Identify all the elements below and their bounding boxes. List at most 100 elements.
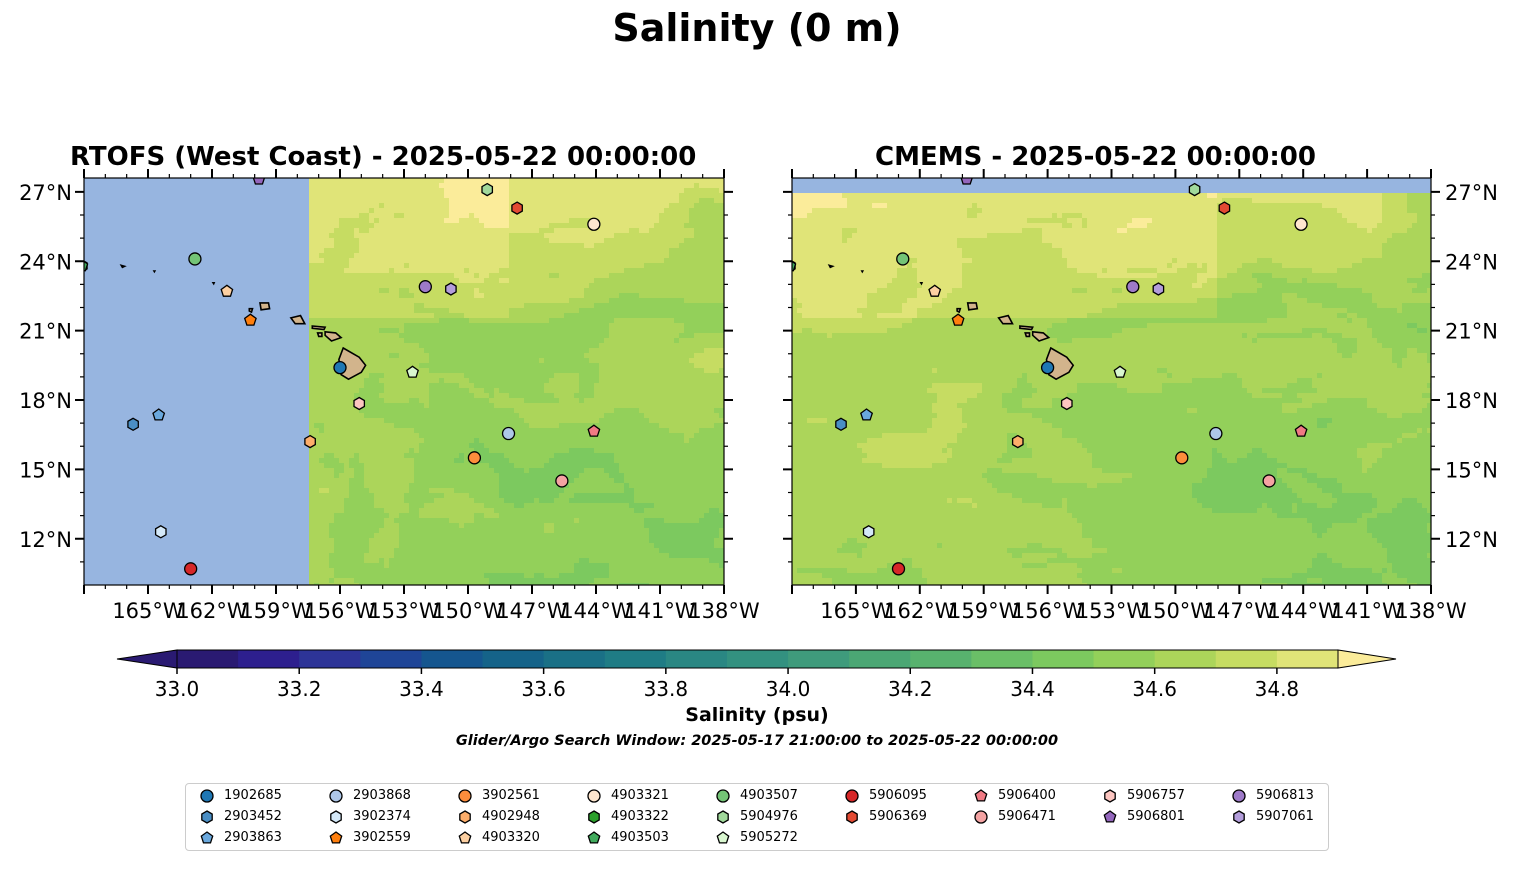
float-5906813-marker[interactable]	[418, 280, 432, 294]
legend-marker	[458, 831, 472, 844]
float-4903321-marker[interactable]	[587, 217, 601, 231]
legend-label: 4903320	[482, 830, 540, 845]
legend-marker	[846, 810, 858, 824]
float-5906801-marker[interactable]	[252, 173, 266, 185]
x-tick-label: 150°W	[1140, 599, 1212, 623]
float-5906757-marker[interactable]	[353, 396, 366, 411]
float-3902559-marker[interactable]	[243, 313, 257, 326]
y-tick-label: 27°N	[1445, 181, 1498, 205]
float-4903320-marker[interactable]	[220, 284, 234, 297]
x-tick-label: 159°W	[240, 599, 312, 623]
salinity-field	[792, 178, 1431, 585]
legend-marker	[587, 789, 601, 803]
float-3902561-marker[interactable]	[1175, 451, 1189, 465]
float-2903868-marker[interactable]	[501, 426, 516, 441]
float-3902561-marker[interactable]	[467, 451, 482, 465]
x-tick-label: 144°W	[560, 599, 632, 623]
float-3902374-marker[interactable]	[154, 525, 167, 539]
colorbar-tick-label: 33.4	[399, 677, 444, 701]
x-tick-label: 141°W	[1331, 599, 1403, 623]
float-5907061-marker[interactable]	[445, 282, 457, 296]
legend-marker	[200, 831, 214, 844]
legend-label: 4903321	[611, 788, 669, 803]
x-tick-label: 141°W	[624, 599, 696, 623]
float-4903503-marker[interactable]	[784, 260, 797, 272]
legend-label: 4902948	[482, 809, 540, 824]
lanai-island	[316, 332, 323, 338]
float-5906095-marker[interactable]	[184, 562, 198, 576]
nihoa-island	[919, 282, 924, 286]
float-1902685-marker[interactable]	[333, 360, 347, 375]
float-2903868-marker[interactable]	[1209, 426, 1223, 441]
search-window-note: Glider/Argo Search Window: 2025-05-17 21…	[455, 733, 1059, 749]
colorbar-tick-label: 33.2	[277, 677, 322, 701]
map-panel-rtofs: 165°W162°W159°W156°W153°W150°W147°W144°W…	[19, 169, 760, 623]
necker-island	[860, 270, 865, 274]
necker-island	[152, 270, 157, 274]
float-2903863-marker[interactable]	[152, 408, 166, 421]
niihau-island	[248, 307, 254, 314]
float-5906400-marker[interactable]	[587, 424, 601, 437]
float-2903452-marker[interactable]	[127, 417, 139, 432]
float-4902948-marker[interactable]	[1011, 434, 1024, 449]
float-4903507-marker[interactable]	[188, 252, 202, 266]
x-tick-label: 159°W	[948, 599, 1020, 623]
legend-label: 5906813	[1256, 788, 1314, 803]
legend-label: 5906095	[869, 788, 927, 803]
map-panel-cmems: 165°W162°W159°W156°W153°W150°W147°W144°W…	[783, 169, 1498, 623]
salinity-field	[84, 178, 724, 585]
float-4903321-marker[interactable]	[1294, 217, 1308, 231]
oahu-island	[997, 314, 1014, 325]
float-4903320-marker[interactable]	[928, 284, 942, 297]
float-5906400-marker[interactable]	[1294, 424, 1308, 437]
x-tick-label: 165°W	[820, 599, 892, 623]
legend-marker	[458, 789, 472, 803]
x-tick-label: 147°W	[1204, 599, 1276, 623]
y-tick-label: 18°N	[1445, 389, 1498, 413]
axis-ticks: 165°W162°W159°W156°W153°W150°W147°W144°W…	[19, 169, 760, 623]
ffs-island	[119, 264, 127, 269]
float-2903863-marker[interactable]	[860, 408, 874, 421]
legend-marker	[1103, 810, 1117, 823]
colorbar-tick-label: 33.8	[644, 677, 689, 701]
float-5906369-marker[interactable]	[1218, 201, 1231, 215]
legend-label: 4903503	[611, 830, 669, 845]
molokai-island	[311, 325, 327, 331]
legend-label: 5905272	[740, 830, 798, 845]
legend-label: 3902559	[353, 830, 411, 845]
float-3902374-marker[interactable]	[862, 525, 875, 539]
x-tick-label: 165°W	[112, 599, 184, 623]
panel-title-rtofs: RTOFS (West Coast) - 2025-05-22 00:00:00	[70, 142, 697, 172]
float-5906757-marker[interactable]	[1060, 396, 1073, 411]
float-4903503-marker[interactable]	[76, 260, 89, 272]
x-tick-label: 162°W	[176, 599, 248, 623]
x-tick-label: 150°W	[432, 599, 504, 623]
float-3902559-marker[interactable]	[951, 313, 965, 326]
float-5906801-marker[interactable]	[960, 173, 973, 185]
float-4902948-marker[interactable]	[304, 434, 316, 449]
colorbar-tick-label: 34.6	[1132, 677, 1177, 701]
colorbar-tick-label: 34.8	[1255, 677, 1300, 701]
float-5906095-marker[interactable]	[891, 562, 906, 576]
float-5904976-marker[interactable]	[1188, 182, 1201, 197]
x-tick-label: 162°W	[884, 599, 956, 623]
float-4903507-marker[interactable]	[896, 252, 910, 266]
y-tick-label: 12°N	[1445, 528, 1498, 552]
float-5904976-marker[interactable]	[481, 182, 494, 197]
float-5905272-marker[interactable]	[1113, 365, 1127, 378]
float-5905272-marker[interactable]	[406, 365, 419, 378]
float-5907061-marker[interactable]	[1152, 282, 1165, 296]
float-5906369-marker[interactable]	[511, 201, 523, 215]
legend-label: 4903322	[611, 809, 669, 824]
float-1902685-marker[interactable]	[1040, 360, 1055, 375]
legend-marker	[716, 831, 730, 844]
float-markers	[76, 173, 601, 576]
legend-marker	[1104, 789, 1116, 803]
legend-marker	[330, 810, 342, 824]
float-2903452-marker[interactable]	[835, 417, 847, 432]
legend-label: 5906471	[998, 809, 1056, 824]
y-tick-label: 15°N	[19, 458, 72, 482]
float-5906471-marker[interactable]	[1262, 474, 1276, 488]
float-5906813-marker[interactable]	[1126, 280, 1140, 294]
float-5906471-marker[interactable]	[555, 474, 569, 488]
